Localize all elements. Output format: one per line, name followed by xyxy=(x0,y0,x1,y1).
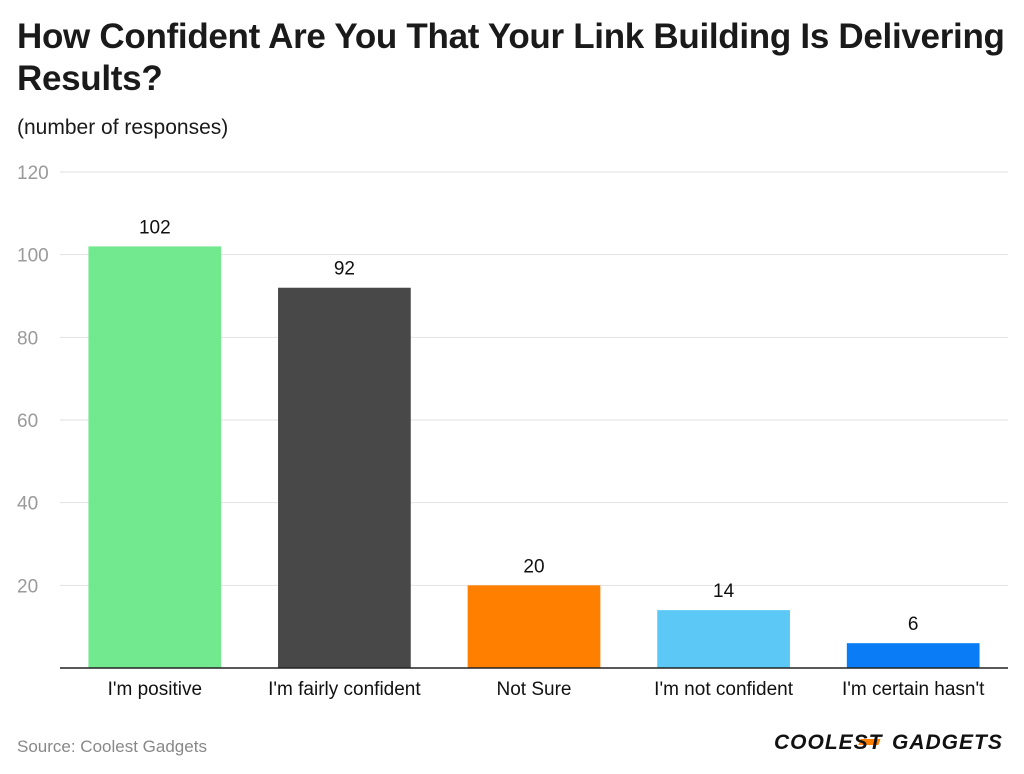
bar xyxy=(846,643,980,668)
y-tick-label: 80 xyxy=(17,328,38,349)
data-labels: 102 92 20 14 6 xyxy=(139,217,919,635)
svg-text:COOLEST: COOLEST xyxy=(774,731,884,754)
x-tick-label: I'm fairly confident xyxy=(268,679,421,700)
x-axis-ticks: I'm positive I'm fairly confident Not Sure… xyxy=(108,679,986,700)
bar-value-label: 102 xyxy=(139,217,171,238)
svg-text:GADGETS: GADGETS xyxy=(892,731,1003,754)
bar xyxy=(657,610,790,668)
bar xyxy=(88,246,222,668)
chart-subtitle: (number of responses) xyxy=(17,116,229,139)
bars xyxy=(88,246,980,668)
bar-value-label: 6 xyxy=(908,614,919,635)
y-tick-label: 20 xyxy=(17,576,38,597)
chart-title: How Confident Are You That Your Link Bui… xyxy=(17,17,1005,98)
y-tick-label: 120 xyxy=(17,163,49,184)
bar xyxy=(467,585,601,668)
coolest-gadgets-logo: COOLEST GADGETS xyxy=(774,731,1003,754)
bar-value-label: 20 xyxy=(523,556,544,577)
x-tick-label: I'm positive xyxy=(108,679,202,700)
bar-value-label: 14 xyxy=(713,581,735,602)
x-tick-label: I'm not confident xyxy=(654,679,794,700)
y-axis-ticks: 20 40 60 80 100 120 xyxy=(17,163,49,597)
bar xyxy=(278,287,411,668)
y-tick-label: 100 xyxy=(17,246,49,267)
y-tick-label: 60 xyxy=(17,411,38,432)
source-note: Source: Coolest Gadgets xyxy=(17,737,207,756)
bar-value-label: 92 xyxy=(334,259,355,280)
x-tick-label: Not Sure xyxy=(497,679,572,700)
y-tick-label: 40 xyxy=(17,494,38,515)
x-tick-label: I'm certain hasn't xyxy=(842,679,985,700)
